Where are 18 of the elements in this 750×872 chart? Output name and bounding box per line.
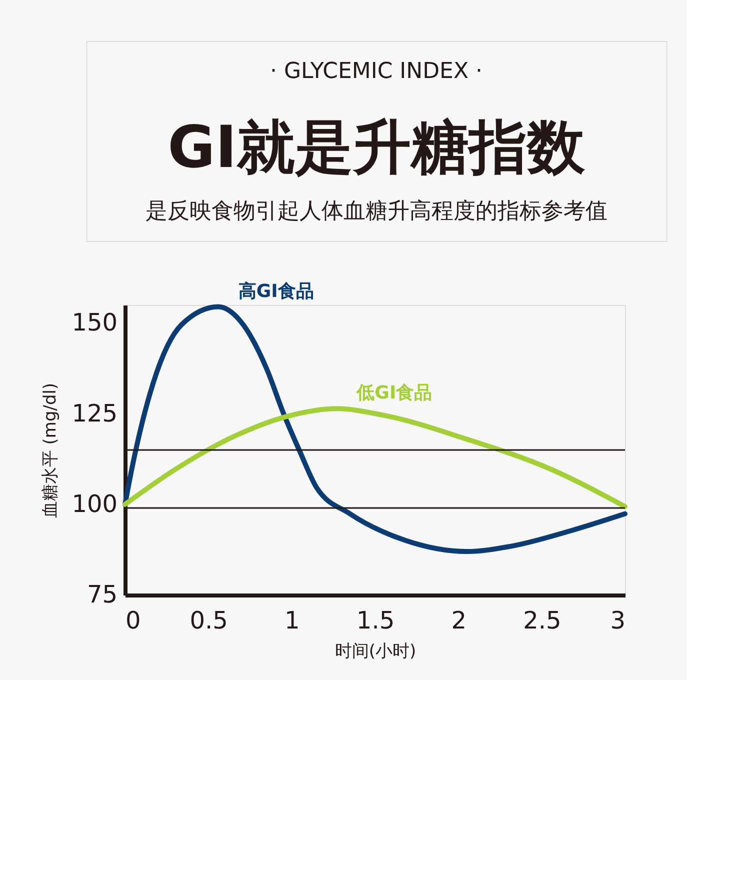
x-tick-label: 2.5 — [523, 606, 562, 634]
series-label: 低GI食品 — [356, 382, 432, 404]
y-tick-label: 125 — [72, 399, 118, 428]
x-tick-label: 3 — [610, 606, 626, 634]
x-axis-title: 时间(小时) — [334, 642, 416, 662]
y-axis-title: 血糖水平 (mg/dl) — [40, 382, 61, 518]
text: · GLYCEMIC INDEX · — [270, 59, 483, 84]
x-tick-label: 0.5 — [190, 606, 228, 634]
chart-title: GI就是升糖指数 — [168, 113, 586, 181]
y-tick-label: 150 — [72, 308, 118, 337]
y-tick-label: 75 — [86, 580, 118, 608]
y-tick-label: 100 — [72, 490, 118, 518]
series-label: 高GI食品 — [238, 280, 314, 302]
x-tick-label: 0 — [126, 606, 141, 634]
x-tick-label: 1 — [284, 606, 300, 634]
x-tick-label: 1.5 — [356, 606, 395, 634]
x-tick-label: 2 — [451, 606, 466, 634]
chart-subtitle: 是反映食物引起人体血糖升高程度的指标参考值 — [145, 199, 608, 224]
